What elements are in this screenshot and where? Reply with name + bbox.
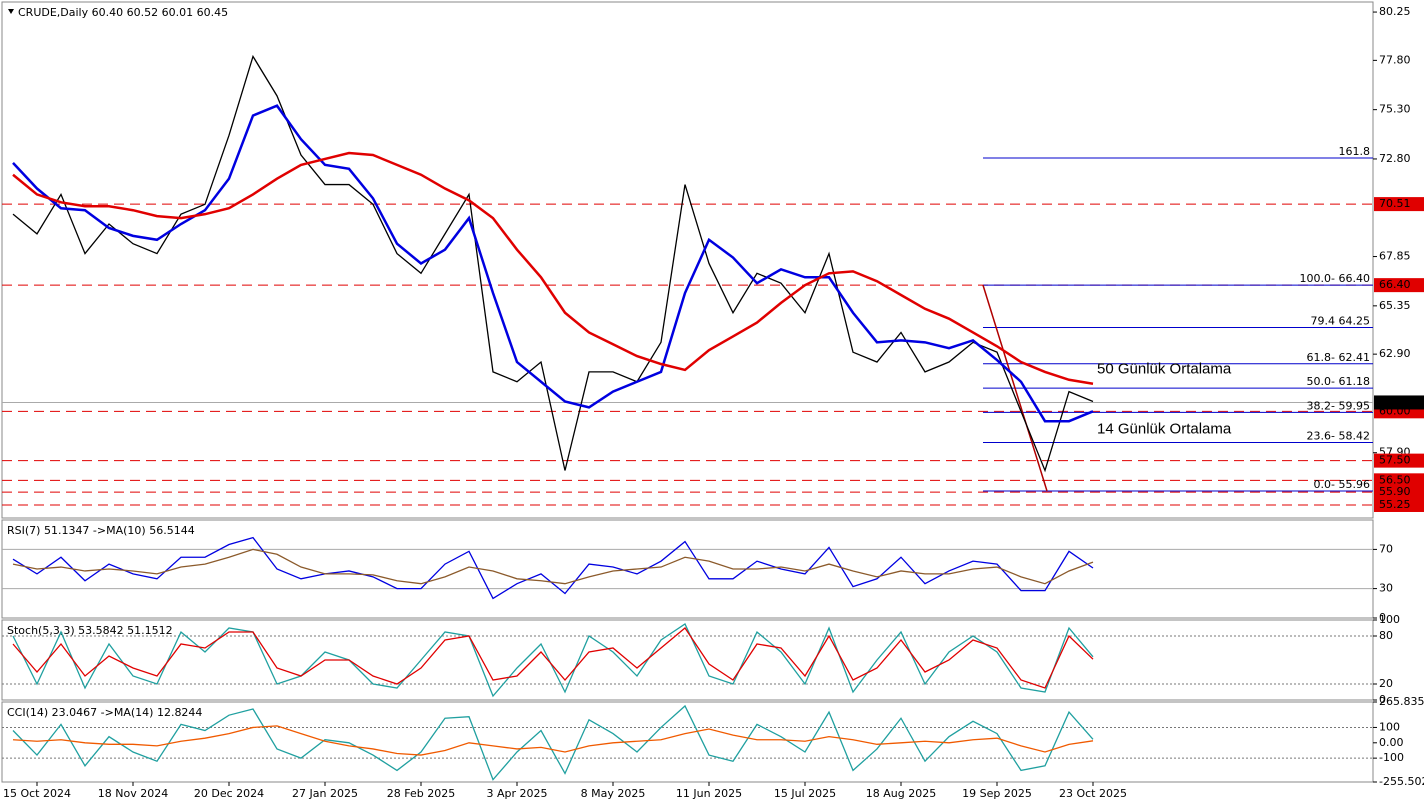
y-tick-label: 72.80 [1379,152,1411,165]
level-label: 66.40 [1379,278,1411,291]
x-tick-label: 3 Apr 2025 [486,787,547,800]
series-annotation: 50 Günlük Ortalama [1097,361,1232,378]
panel-title: CRUDE,Daily 60.40 60.52 60.01 60.45 [18,6,228,19]
y-tick-label: 30 [1379,582,1393,595]
panel-title: CCI(14) 23.0467 ->MA(14) 12.8244 [7,706,202,719]
fib-label: 50.0- 61.18 [1307,375,1370,388]
stoch-panel [1,619,1374,701]
y-tick-label: 65.35 [1379,299,1411,312]
x-tick-label: 18 Aug 2025 [866,787,936,800]
y-tick-label: 265.835 [1379,695,1424,708]
level-box [1374,278,1424,293]
panel-title: RSI(7) 51.1347 ->MA(10) 56.5144 [7,524,195,537]
x-tick-label: 8 May 2025 [581,787,646,800]
fib-trendline [982,284,1048,492]
fib-label: 161.8 [1339,145,1371,158]
y-tick-label: -255.502 [1379,775,1424,788]
x-tick-label: 20 Dec 2024 [194,787,264,800]
x-tick-label: 23 Oct 2025 [1059,787,1127,800]
level-box [1374,485,1424,500]
y-tick-label: 0.00 [1379,736,1404,749]
last-price-box [1374,395,1424,410]
y-tick-label: 67.85 [1379,250,1411,263]
y-tick-label: -100 [1379,751,1404,764]
series-line [12,725,1094,756]
x-tick-label: 11 Jun 2025 [676,787,742,800]
fib-label: 61.8- 62.41 [1307,351,1370,364]
main-panel [1,1,1374,519]
y-tick-label: 70 [1379,542,1393,555]
series-line [12,627,1094,689]
y-tick-label: 80 [1379,629,1393,642]
series-annotation: 14 Günlük Ortalama [1097,420,1232,437]
x-tick-label: 15 Oct 2024 [3,787,71,800]
level-label: 55.90 [1379,485,1411,498]
fib-label: 38.2- 59.95 [1307,399,1370,412]
y-tick-label: 20 [1379,677,1393,690]
x-tick-label: 18 Nov 2024 [98,787,168,800]
y-tick-label: 0 [1379,611,1386,624]
series-line [12,704,1094,781]
rsi-panel [1,519,1374,619]
panel-title: Stoch(5,3,3) 53.5842 51.1512 [7,624,173,637]
x-tick-label: 15 Jul 2025 [774,787,836,800]
level-box [1374,453,1424,468]
series-line [12,536,1094,600]
y-tick-label: 80.25 [1379,5,1411,18]
fib-label: 79.4 64.25 [1311,315,1370,328]
x-tick-label: 27 Jan 2025 [292,787,358,800]
x-tick-label: 28 Feb 2025 [387,787,455,800]
level-box [1374,497,1424,512]
cci-panel [1,701,1374,783]
level-label: 55.25 [1379,498,1411,511]
series-line [12,151,1094,385]
series-line [12,548,1094,585]
y-tick-label: 62.90 [1379,347,1411,360]
y-tick-label: 100 [1379,720,1400,733]
last-price-label: 60.45 [1379,395,1411,408]
level-label: 70.51 [1379,197,1411,210]
y-tick-label: 77.80 [1379,53,1411,66]
y-tick-label: 100 [1379,613,1400,626]
fib-label: 23.6- 58.42 [1307,429,1370,442]
menu-arrow [8,9,14,14]
x-tick-label: 19 Sep 2025 [962,787,1032,800]
y-tick-label: 75.30 [1379,103,1411,116]
level-label: 57.50 [1379,454,1411,467]
level-box [1374,197,1424,212]
level-box [1374,473,1424,488]
fib-label: 0.0- 55.96 [1314,478,1370,491]
series-line [12,54,1094,473]
fib-label: 100.0- 66.40 [1300,272,1370,285]
level-label: 56.50 [1379,473,1411,486]
y-tick-label: 0 [1379,693,1386,706]
series-line [12,623,1094,698]
